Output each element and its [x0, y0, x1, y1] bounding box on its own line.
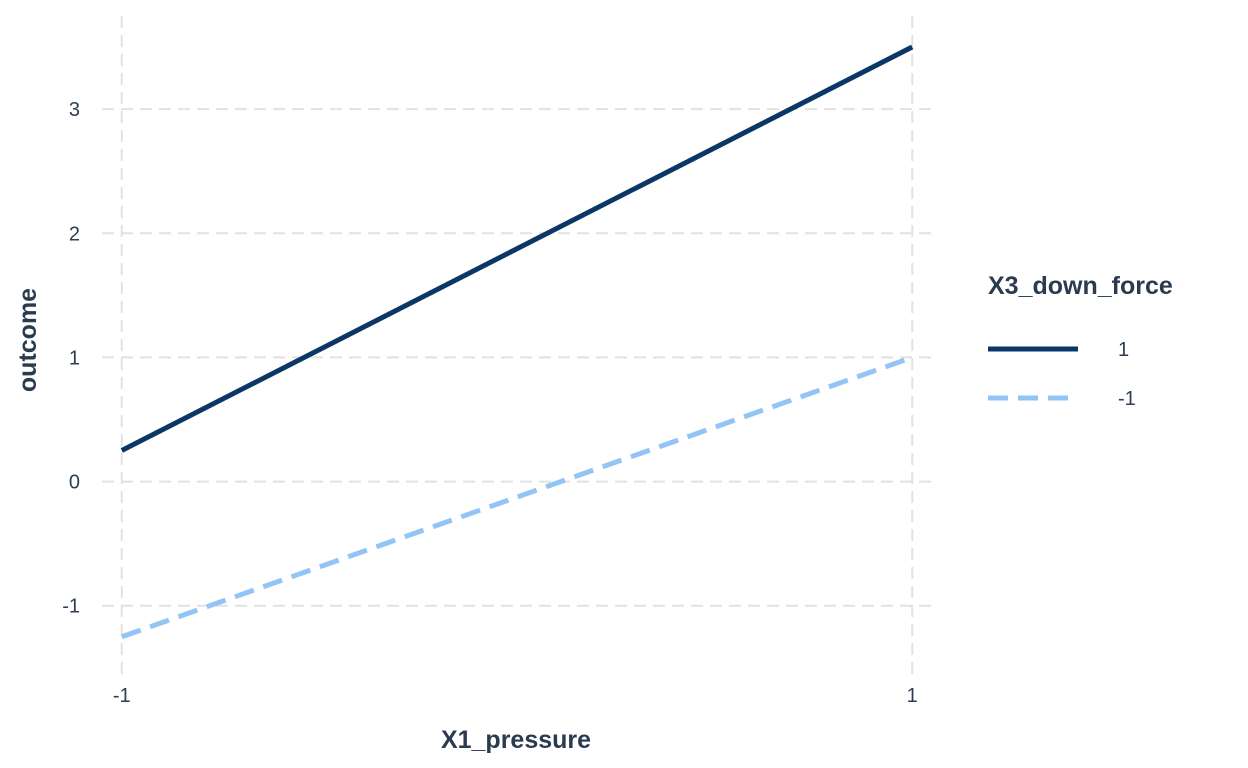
series-lines — [120, 44, 914, 640]
series-line-2 — [120, 355, 914, 640]
y-tick-label: 1 — [69, 347, 80, 369]
legend-label-1: 1 — [1118, 339, 1129, 361]
series-line-1 — [120, 44, 914, 453]
x-axis-title: X1_pressure — [441, 726, 591, 754]
tick-labels: -1 0 1 2 3 -1 1 — [62, 99, 918, 707]
y-tick-label: 0 — [69, 472, 80, 494]
x-tick-label: -1 — [113, 685, 131, 707]
grid — [102, 16, 932, 674]
legend-title: X3_down_force — [988, 272, 1173, 300]
legend-items: 1 -1 — [988, 339, 1136, 410]
legend-label-2: -1 — [1118, 388, 1136, 410]
y-tick-label: 3 — [69, 99, 80, 121]
y-tick-label: -1 — [62, 596, 80, 618]
y-tick-label: 2 — [69, 223, 80, 245]
x-tick-label: 1 — [907, 685, 918, 707]
legend: X3_down_force 1 -1 — [988, 272, 1173, 410]
y-axis-title: outcome — [14, 288, 42, 392]
